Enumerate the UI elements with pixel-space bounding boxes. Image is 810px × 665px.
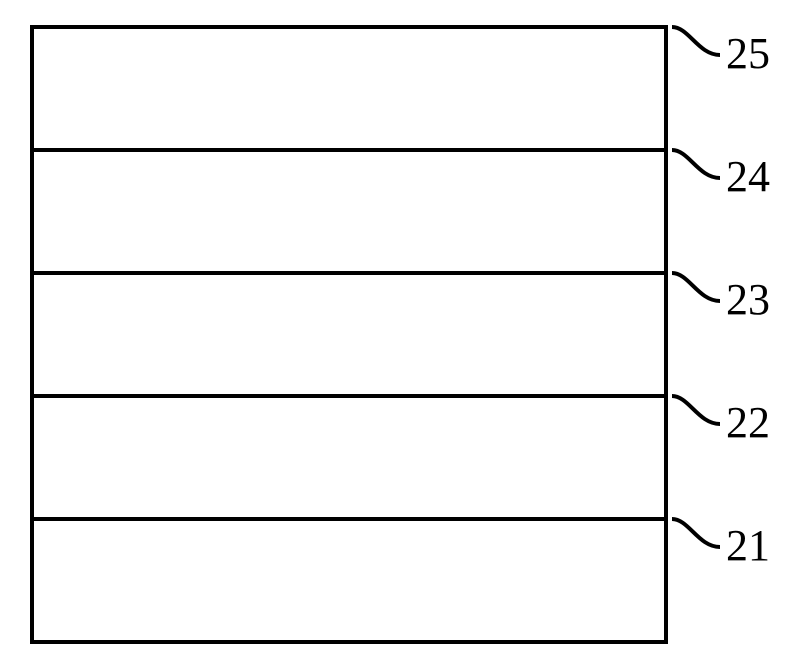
layer-23: [34, 271, 664, 394]
label-21: 21: [726, 520, 770, 571]
label-25: 25: [726, 28, 770, 79]
leader-22: [672, 394, 722, 428]
layer-stack-diagram: [30, 25, 668, 644]
label-23: 23: [726, 274, 770, 325]
label-22: 22: [726, 397, 770, 448]
leader-24: [672, 148, 722, 182]
layer-24: [34, 148, 664, 271]
leader-23: [672, 271, 722, 305]
leader-25: [672, 25, 722, 59]
layer-25: [34, 25, 664, 148]
label-24: 24: [726, 151, 770, 202]
layer-22: [34, 394, 664, 517]
layer-21: [34, 517, 664, 640]
leader-21: [672, 517, 722, 551]
layer-stack: [30, 25, 668, 644]
